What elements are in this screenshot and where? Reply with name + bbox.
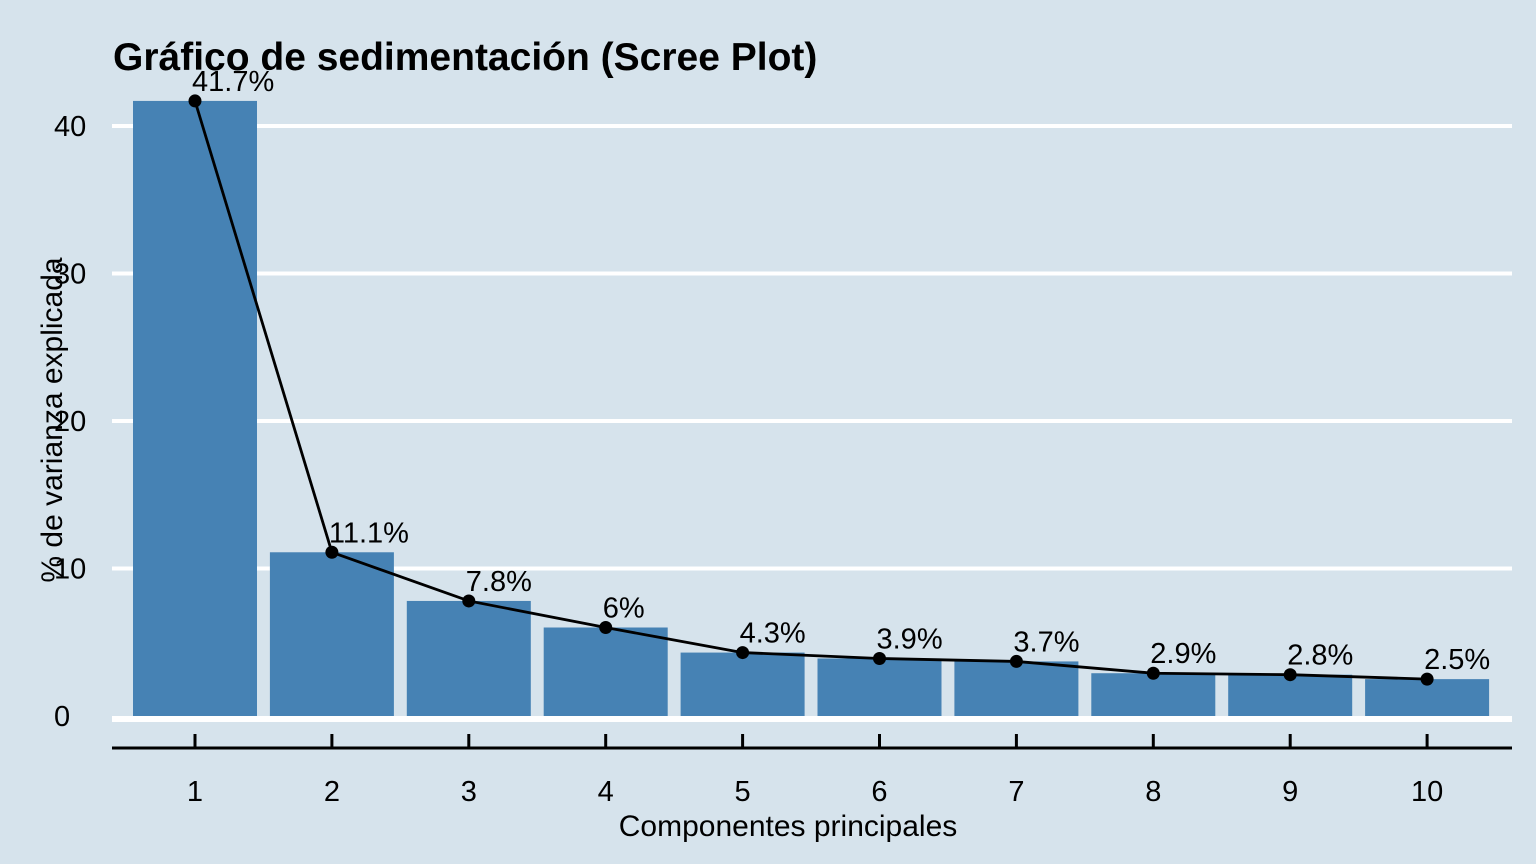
y-tick-label: 30 bbox=[54, 259, 86, 291]
data-points bbox=[188, 94, 1434, 686]
data-point bbox=[599, 621, 613, 634]
data-point-label: 2.9% bbox=[1150, 638, 1216, 670]
x-tick-label: 5 bbox=[735, 776, 751, 808]
x-tick-label: 1 bbox=[187, 776, 203, 808]
x-tick-label: 7 bbox=[1008, 776, 1024, 808]
x-tick-label: 6 bbox=[871, 776, 887, 808]
x-tick-label: 8 bbox=[1145, 776, 1161, 808]
bar bbox=[954, 661, 1079, 716]
bar bbox=[1228, 674, 1353, 716]
bar bbox=[133, 100, 257, 717]
y-tick-label: 0 bbox=[54, 701, 70, 733]
data-point-label: 3.7% bbox=[1013, 626, 1079, 658]
bar bbox=[1091, 673, 1216, 716]
data-point-label: 11.1% bbox=[329, 517, 409, 549]
y-tick-label: 20 bbox=[54, 406, 86, 438]
y-tick-label: 40 bbox=[54, 111, 86, 143]
y-tick-label: 10 bbox=[54, 554, 86, 586]
data-point bbox=[1009, 654, 1023, 668]
data-point-label: 41.7% bbox=[192, 66, 274, 98]
data-point-labels: 41.7% 11.1% 7.8% 6% 4.3% 3.9% 3.7% 2.9% 2.8% 2.5% bbox=[192, 66, 1490, 676]
data-point bbox=[462, 594, 476, 608]
data-point bbox=[1146, 666, 1160, 680]
x-tick-label: 10 bbox=[1411, 776, 1443, 808]
x-tick-label: 2 bbox=[324, 776, 340, 808]
x-tick-label: 3 bbox=[461, 776, 477, 808]
data-point-label: 4.3% bbox=[740, 618, 806, 650]
data-point-label: 7.8% bbox=[466, 566, 532, 598]
data-point-label: 2.8% bbox=[1287, 640, 1353, 672]
x-tick-label: 9 bbox=[1282, 776, 1298, 808]
y-axis-tick-labels: 0 10 20 30 40 bbox=[54, 111, 86, 733]
scree-line bbox=[193, 100, 1428, 681]
x-axis-title: Componentes principales bbox=[619, 810, 958, 843]
trend-line bbox=[193, 100, 1428, 681]
chart-title: Gráfico de sedimentación (Scree Plot) bbox=[113, 36, 817, 79]
data-point bbox=[1283, 668, 1297, 682]
x-axis-tick-labels: 1 2 3 4 5 6 7 8 9 10 bbox=[187, 776, 1443, 808]
data-point bbox=[325, 545, 339, 559]
data-point bbox=[736, 646, 750, 660]
data-point bbox=[873, 651, 886, 665]
data-point-label: 3.9% bbox=[877, 623, 943, 655]
data-point bbox=[188, 94, 202, 108]
x-tick-label: 4 bbox=[598, 776, 614, 808]
x-axis bbox=[112, 734, 1512, 750]
bar bbox=[269, 552, 394, 716]
bar bbox=[680, 652, 805, 716]
bar bbox=[817, 658, 942, 716]
data-point bbox=[1420, 672, 1434, 686]
data-point-label: 6% bbox=[603, 593, 645, 625]
bar-series bbox=[133, 100, 1490, 717]
data-point-label: 2.5% bbox=[1424, 644, 1490, 676]
bar bbox=[543, 627, 668, 716]
y-axis-title: % de varianza explicada bbox=[36, 257, 69, 583]
bar bbox=[406, 600, 531, 716]
